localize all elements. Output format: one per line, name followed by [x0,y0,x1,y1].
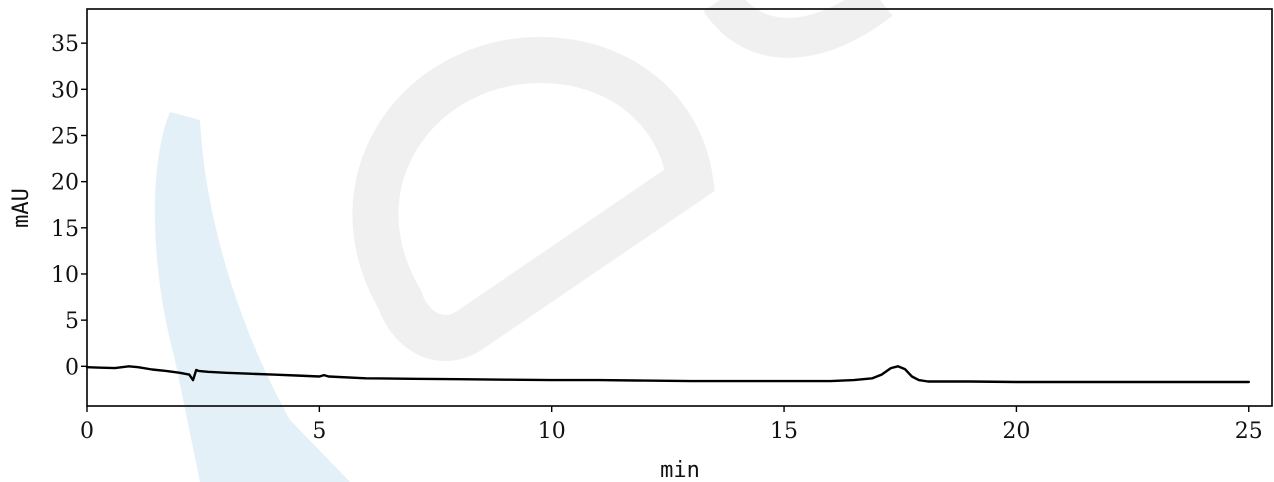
x-tick-label: 5 [312,419,326,444]
watermark-logo [154,0,893,482]
y-axis-label: mAU [9,188,34,228]
watermark-gray-swirl [352,36,715,361]
x-tick-label: 15 [770,419,798,444]
y-tick-label: 10 [51,263,79,288]
chromatogram-trace [85,365,1251,384]
y-axis: 0 5 10 15 20 25 30 35 [51,32,87,380]
y-tick-label: 25 [51,124,79,149]
x-tick-label: 25 [1235,419,1263,444]
watermark-blue-stroke [154,112,350,482]
plot-frame [86,8,1273,407]
x-axis: 0 5 10 15 20 25 [80,406,1263,444]
x-tick-label: 10 [538,419,566,444]
x-axis-label: min [660,458,700,482]
y-tick-label: 5 [65,309,79,334]
x-tick-label: 20 [1002,419,1030,444]
y-tick-label: 15 [51,217,79,242]
y-tick-label: 30 [51,78,79,103]
x-tick-label: 0 [80,419,94,444]
y-tick-label: 20 [51,171,79,196]
y-tick-label: 0 [65,355,79,380]
y-tick-label: 35 [51,32,79,57]
watermark-gray-arc [703,0,893,58]
